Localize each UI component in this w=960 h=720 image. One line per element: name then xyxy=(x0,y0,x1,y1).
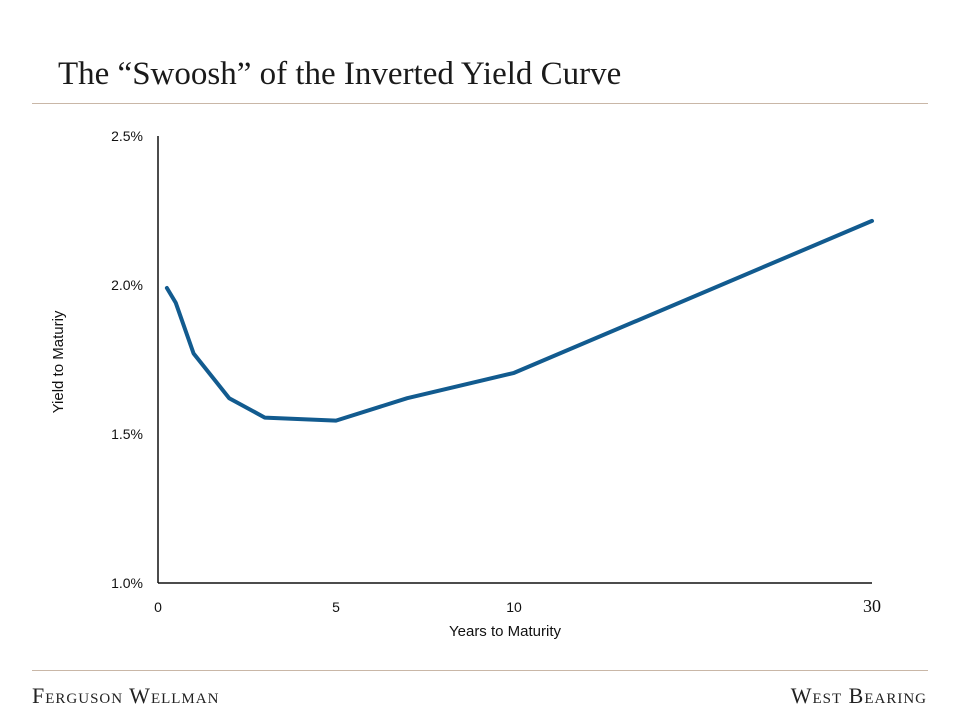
y-tick-label: 1.5% xyxy=(111,426,143,442)
y-tick-labels: 1.0% 1.5% 2.0% 2.5% xyxy=(111,128,143,591)
footer-left-brand: Ferguson Wellman xyxy=(32,683,220,708)
footer-right-brand: West Bearing xyxy=(790,683,927,708)
x-tick-label: 5 xyxy=(332,599,340,615)
axes xyxy=(157,136,872,584)
y-tick-label: 2.0% xyxy=(111,277,143,293)
y-axis-title: Yield to Maturiy xyxy=(50,310,67,413)
series-group xyxy=(164,218,874,423)
y-tick-label: 2.5% xyxy=(111,128,143,144)
x-tick-label: 10 xyxy=(506,599,522,615)
title-divider xyxy=(32,103,928,104)
chart-title: The “Swoosh” of the Inverted Yield Curve xyxy=(58,56,622,92)
footer-divider xyxy=(32,670,928,671)
x-tick-label: 0 xyxy=(154,599,162,615)
yield-curve-line xyxy=(164,218,874,423)
x-tick-label: 30 xyxy=(863,596,881,616)
x-tick-labels: 0 5 10 30 xyxy=(154,596,881,616)
y-tick-label: 1.0% xyxy=(111,575,143,591)
x-axis-title: Years to Maturity xyxy=(449,623,561,640)
